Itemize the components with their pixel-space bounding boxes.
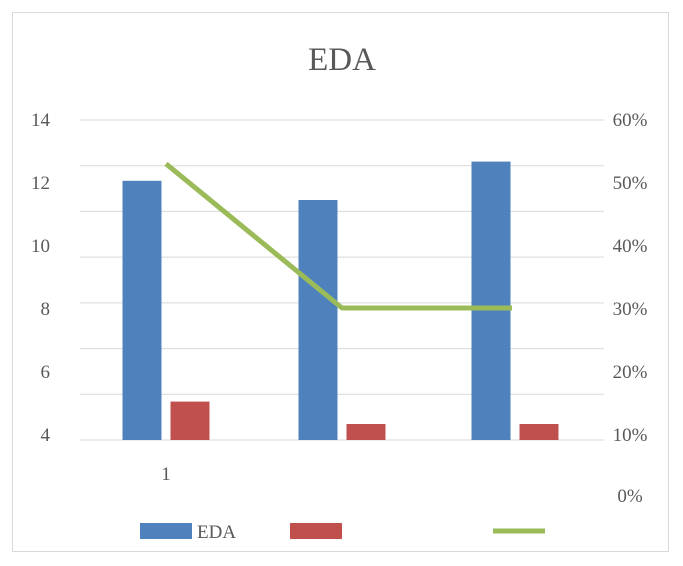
left-axis-tick-label: 12 (31, 173, 50, 194)
bar (471, 161, 511, 440)
left-axis-tick-label: 14 (31, 110, 51, 131)
chart-frame (12, 12, 669, 552)
right-axis-tick-label: 0% (617, 486, 643, 507)
x-axis-tick-label: 1 (161, 464, 171, 485)
bar (346, 424, 386, 440)
right-axis-tick-label: 40% (613, 236, 648, 257)
right-axis-ticks: 60% 50% 40% 30% 20% 10% 0% (613, 110, 648, 507)
right-axis-tick-label: 10% (613, 425, 648, 446)
bar (122, 180, 162, 441)
legend: EDA (140, 522, 545, 543)
x-axis-ticks: 1 (161, 464, 171, 485)
line-series (164, 161, 512, 311)
right-axis-tick-label: 60% (613, 110, 648, 131)
left-axis-tick-label: 8 (41, 299, 51, 320)
bars (122, 161, 559, 441)
legend-label: EDA (197, 522, 236, 543)
series-line (164, 161, 512, 311)
bar (298, 200, 338, 440)
left-axis-ticks: 14 12 10 8 6 4 (31, 110, 51, 446)
chart-title: EDA (308, 42, 376, 78)
right-axis-tick-label: 50% (613, 173, 648, 194)
left-axis-tick-label: 10 (31, 236, 50, 257)
legend-swatch (290, 523, 342, 539)
right-axis-tick-label: 30% (613, 299, 648, 320)
left-axis-tick-label: 4 (41, 425, 51, 446)
right-axis-tick-label: 20% (613, 362, 648, 383)
left-axis-tick-label: 6 (41, 362, 51, 383)
bar (519, 424, 559, 440)
bar (170, 401, 210, 440)
legend-swatch (140, 523, 192, 539)
